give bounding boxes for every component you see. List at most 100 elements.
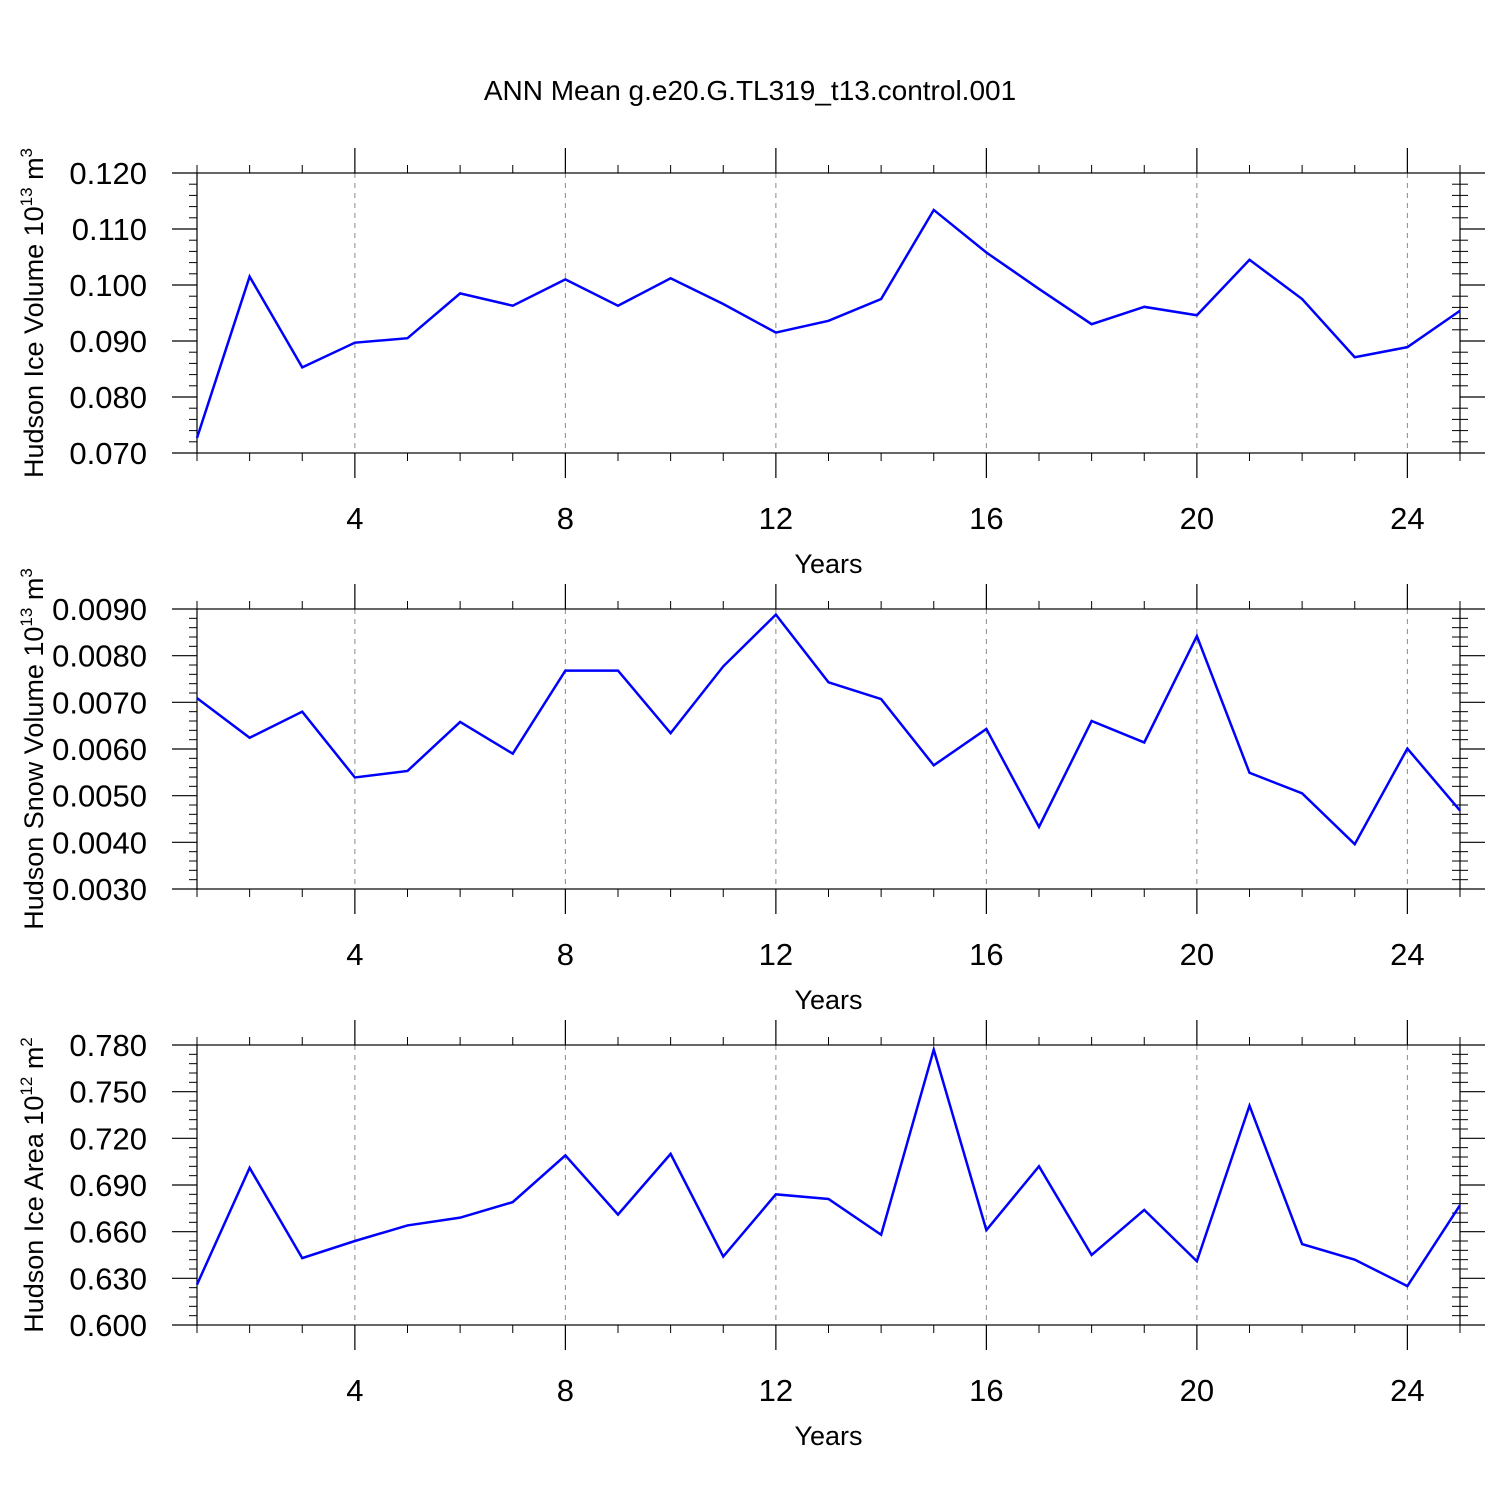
chart-panel-2: 4 8 12 16 20 24 0.0030 0.0040 0.0050 0.0060 0.0070… xyxy=(17,568,1485,1015)
y-tick-label: 0.660 xyxy=(69,1215,147,1250)
data-point xyxy=(248,736,252,740)
data-point xyxy=(879,697,883,701)
data-point xyxy=(563,1153,567,1157)
data-point xyxy=(511,752,515,756)
data-point xyxy=(300,365,304,369)
data-point xyxy=(1090,322,1094,326)
y-tick-label: 0.720 xyxy=(69,1121,147,1156)
x-tick-label: 20 xyxy=(1180,501,1214,536)
data-point xyxy=(1300,1242,1304,1246)
x-tick-label: 8 xyxy=(557,1373,574,1408)
data-point xyxy=(984,251,988,255)
data-point xyxy=(1248,771,1252,775)
plot-frame xyxy=(196,172,1461,454)
series-line xyxy=(195,208,1461,439)
data-point xyxy=(300,710,304,714)
data-point xyxy=(406,769,410,773)
data-point xyxy=(1458,1203,1462,1207)
x-tick-label: 12 xyxy=(759,501,793,536)
y-tick-label: 0.0050 xyxy=(52,779,147,814)
data-point xyxy=(1458,809,1462,813)
data-point xyxy=(879,297,883,301)
data-point xyxy=(879,1233,883,1237)
x-tick-label: 4 xyxy=(346,937,363,972)
data-point xyxy=(1353,1258,1357,1262)
data-point xyxy=(1142,305,1146,309)
data-point xyxy=(616,1213,620,1217)
x-tick-label: 16 xyxy=(969,937,1003,972)
x-tick-label: 24 xyxy=(1390,1373,1424,1408)
data-point xyxy=(458,291,462,295)
data-point xyxy=(669,1152,673,1156)
series-line xyxy=(195,1045,1462,1288)
data-point xyxy=(563,669,567,673)
data-point xyxy=(1248,1104,1252,1108)
y-tick-label: 0.0060 xyxy=(52,732,147,767)
data-point xyxy=(300,1256,304,1260)
y-axis-title-main: Hudson Ice Volume 10 xyxy=(19,206,49,478)
data-point xyxy=(248,275,252,279)
chart-panel-1: 4 8 12 16 20 24 0.070 0.080 0.090 0.100 0.110 0.120… xyxy=(17,148,1485,579)
y-tick-label: 0.0090 xyxy=(52,592,147,627)
y-tick-label: 0.0080 xyxy=(52,639,147,674)
x-tick-label: 4 xyxy=(346,501,363,536)
data-point xyxy=(984,1228,988,1232)
data-point xyxy=(669,276,673,280)
series-line xyxy=(196,612,1461,847)
y-tick-label: 0.0040 xyxy=(52,825,147,860)
y-tick-label: 0.600 xyxy=(69,1308,147,1343)
data-point xyxy=(774,613,778,617)
data-point xyxy=(932,1048,936,1052)
y-axis-title-unit-exponent: 3 xyxy=(17,568,36,577)
data-point xyxy=(353,1239,357,1243)
chart-title: ANN Mean g.e20.G.TL319_t13.control.001 xyxy=(484,75,1016,106)
x-tick-label: 4 xyxy=(346,1373,363,1408)
y-tick-label: 0.750 xyxy=(69,1075,147,1110)
data-point xyxy=(616,304,620,308)
y-tick-label: 0.0070 xyxy=(52,685,147,720)
data-point xyxy=(1142,740,1146,744)
x-tick-label: 16 xyxy=(969,1373,1003,1408)
panels: 4 8 12 16 20 240.0700.0800.0900.1000.1100.120… xyxy=(17,148,1485,1451)
y-axis-title-exponent: 12 xyxy=(17,1077,36,1096)
data-point xyxy=(1405,747,1409,751)
chart-panel-3: 4 8 12 16 20 24 0.600 0.630 0.660 0.690 0.720 0.750… xyxy=(17,1020,1485,1451)
data-point xyxy=(1195,634,1199,638)
data-point xyxy=(1353,842,1357,846)
x-axis-title: Years xyxy=(794,1421,862,1451)
data-point xyxy=(195,1283,199,1287)
data-point xyxy=(406,1223,410,1227)
data-point xyxy=(1300,297,1304,301)
x-tick-label: 12 xyxy=(759,1373,793,1408)
y-axis-title-exponent: 13 xyxy=(17,608,36,627)
plot-frame xyxy=(196,1044,1461,1326)
y-axis-title: Hudson Snow Volume 1013 m3 xyxy=(17,568,49,930)
data-point xyxy=(458,1216,462,1220)
y-axis-title-unit-exponent: 2 xyxy=(17,1037,36,1046)
y-axis-title-main: Hudson Ice Area 10 xyxy=(19,1096,49,1333)
data-point xyxy=(669,731,673,735)
data-point xyxy=(827,1197,831,1201)
data-point xyxy=(827,680,831,684)
data-point xyxy=(1195,313,1199,317)
data-point xyxy=(1353,355,1357,359)
data-point xyxy=(458,720,462,724)
data-point xyxy=(1458,309,1462,313)
data-point xyxy=(1037,1164,1041,1168)
data-point xyxy=(1090,1253,1094,1257)
data-point xyxy=(1090,719,1094,723)
x-tick-label: 24 xyxy=(1390,937,1424,972)
data-point xyxy=(984,727,988,731)
data-point xyxy=(721,1255,725,1259)
data-point xyxy=(511,1200,515,1204)
y-tick-label: 0.090 xyxy=(69,324,147,359)
data-point xyxy=(1142,1208,1146,1212)
y-axis-title-main: Hudson Snow Volume 10 xyxy=(19,627,49,930)
y-tick-label: 0.110 xyxy=(72,212,147,247)
data-point xyxy=(1248,258,1252,262)
y-tick-label: 0.690 xyxy=(69,1168,147,1203)
data-point xyxy=(195,696,199,700)
data-point xyxy=(616,669,620,673)
data-point xyxy=(353,775,357,779)
data-point xyxy=(721,302,725,306)
